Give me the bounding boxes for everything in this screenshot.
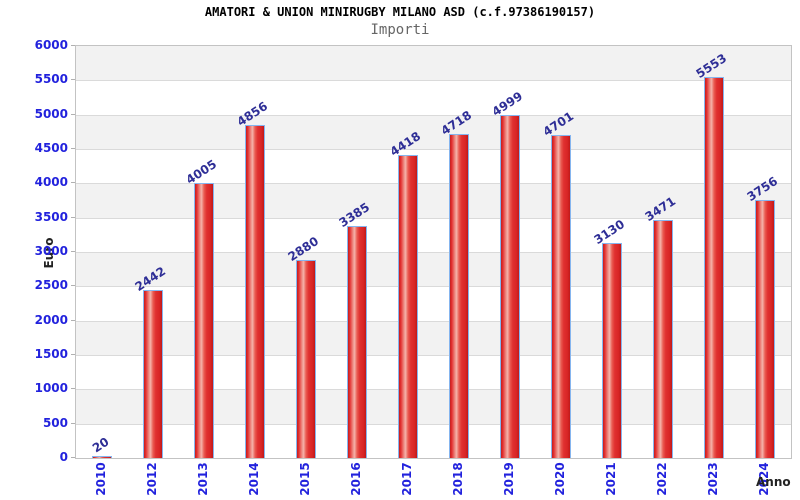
chart-title: AMATORI & UNION MINIRUGBY MILANO ASD (c.… xyxy=(204,5,596,19)
y-axis-tick-label: 5000 xyxy=(34,106,68,121)
y-axis-tick-label: 2500 xyxy=(34,278,68,293)
x-axis-tick-label: 2020 xyxy=(553,462,568,496)
x-axis-tick-label: 2014 xyxy=(246,462,261,496)
y-axis-tick-label: 6000 xyxy=(34,38,68,52)
y-axis-tick-mark xyxy=(71,251,75,252)
x-axis-title: Anno xyxy=(756,475,791,489)
bar-2022 xyxy=(653,220,674,458)
y-axis-tick-mark xyxy=(71,422,75,424)
y-axis-tick-mark xyxy=(71,182,75,184)
y-axis-tick-mark xyxy=(71,354,75,355)
grid-band xyxy=(76,320,791,355)
grid-band xyxy=(76,286,791,321)
y-axis-tick-label: 0 xyxy=(59,450,68,464)
bar-2020 xyxy=(551,135,572,458)
bar-2012 xyxy=(142,290,163,458)
y-axis-tick-mark xyxy=(71,457,75,458)
y-axis-tick-label: 2000 xyxy=(34,312,68,327)
y-axis-tick-mark xyxy=(71,113,75,115)
x-axis-tick-label: 2010 xyxy=(93,462,108,496)
bar-2013 xyxy=(193,183,214,458)
grid-band xyxy=(76,80,791,115)
bar-2016 xyxy=(346,226,367,458)
y-axis-tick-mark xyxy=(71,388,75,390)
x-axis-tick-label: 2021 xyxy=(604,462,619,496)
bar-2021 xyxy=(602,243,623,458)
bar-2010 xyxy=(91,456,112,458)
x-axis: 2010 2012 2013 2014 2015 2016 2017 2018 2019 2020… xyxy=(75,462,790,500)
grid-band xyxy=(76,114,791,149)
grid-band xyxy=(76,355,791,390)
x-axis-tick-label: 2013 xyxy=(195,462,210,496)
y-axis-tick-mark xyxy=(71,79,75,81)
bar-2015 xyxy=(295,260,316,458)
x-axis-tick-label: 2019 xyxy=(502,462,517,496)
grid-band xyxy=(76,252,791,287)
y-axis-tick-label: 1500 xyxy=(34,347,68,361)
plot-area: 20 2442 4005 4856 2880 3385 4418 4718 4999 4701 31… xyxy=(75,45,792,459)
bar-2019 xyxy=(500,115,521,458)
x-axis-tick-label: 2015 xyxy=(297,462,312,496)
grid-band xyxy=(76,46,791,81)
bar-2017 xyxy=(397,155,418,458)
y-axis: 6000 5500 5000 4500 4000 3500 3000 2500 2000 1500… xyxy=(0,38,72,464)
y-axis-tick-label: 5500 xyxy=(34,72,68,87)
grid-band xyxy=(76,389,791,424)
y-axis-tick-label: 4500 xyxy=(34,141,68,155)
y-axis-tick-label: 500 xyxy=(42,415,68,430)
grid-band xyxy=(76,149,791,184)
bar-2023 xyxy=(704,77,725,458)
y-axis-tick-label: 4000 xyxy=(34,175,68,190)
x-axis-tick-label: 2022 xyxy=(655,462,670,496)
y-axis-tick-mark xyxy=(71,148,75,149)
y-axis-tick-label: 3000 xyxy=(34,244,68,258)
bar-2018 xyxy=(449,134,470,458)
grid-band xyxy=(76,183,791,218)
y-axis-tick-label: 1000 xyxy=(34,381,68,396)
chart-subtitle: Importi xyxy=(370,22,430,38)
x-axis-tick-label: 2012 xyxy=(144,462,159,496)
y-axis-tick-mark xyxy=(71,216,75,218)
y-axis-tick-mark xyxy=(71,285,75,287)
grid-band xyxy=(76,423,791,458)
x-axis-tick-label: 2018 xyxy=(451,462,466,496)
y-axis-tick-mark xyxy=(71,319,75,321)
x-axis-tick-label: 2023 xyxy=(706,462,721,496)
grid-band xyxy=(76,217,791,252)
x-axis-tick-label: 2016 xyxy=(348,462,363,496)
bar-2014 xyxy=(244,125,265,458)
x-axis-tick-label: 2017 xyxy=(399,462,414,496)
y-axis-tick-label: 3500 xyxy=(34,209,68,224)
y-axis-tick-mark xyxy=(71,45,75,46)
bar-2024 xyxy=(755,200,776,458)
